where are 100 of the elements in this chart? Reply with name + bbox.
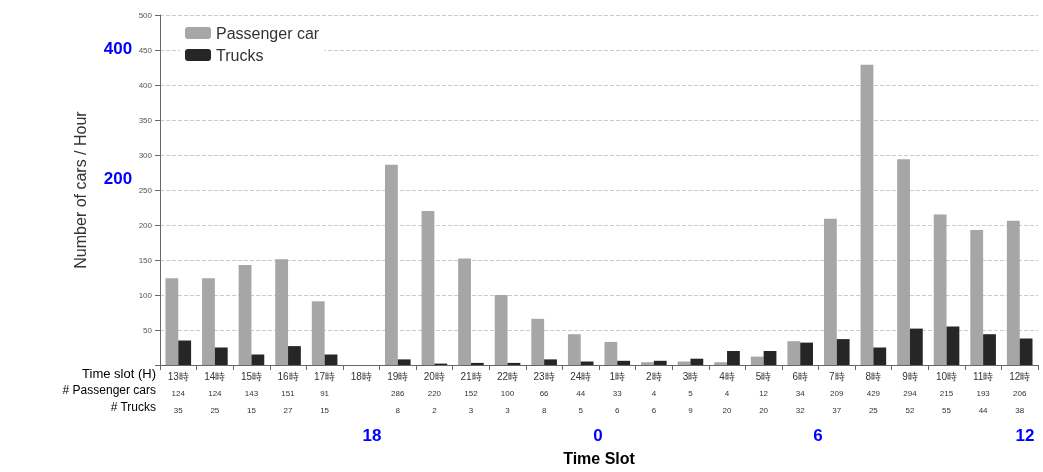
data-label: 33 xyxy=(612,389,623,398)
data-label: 215 xyxy=(939,389,954,398)
bar xyxy=(787,341,801,365)
data-label: 220 xyxy=(427,389,442,398)
bar xyxy=(604,341,618,365)
bar xyxy=(178,340,192,365)
data-label: 35 xyxy=(173,406,184,415)
bar xyxy=(202,278,215,365)
x-tick-label: 19時 xyxy=(387,371,409,382)
bar xyxy=(470,362,484,365)
data-label: 9 xyxy=(688,406,694,415)
data-label: 6 xyxy=(615,406,621,415)
data-label: 209 xyxy=(830,389,845,398)
bar xyxy=(873,347,887,365)
x-tick-label: 3時 xyxy=(682,371,699,382)
data-label: 20 xyxy=(722,406,733,415)
x-tick-label: 23時 xyxy=(533,371,555,382)
x-axis-title: Time Slot xyxy=(563,449,636,467)
text: # Trucks xyxy=(110,400,156,414)
data-label: 37 xyxy=(832,406,842,415)
data-label: 5 xyxy=(578,406,584,415)
data-label: 8 xyxy=(395,406,401,415)
y-tick-label: 450 xyxy=(138,45,153,55)
text: 200 xyxy=(103,168,133,188)
data-label: 15 xyxy=(320,406,330,415)
bar xyxy=(909,328,923,365)
data-label: 100 xyxy=(500,389,515,398)
data-label: 151 xyxy=(281,389,296,398)
x-tick-label: 1時 xyxy=(609,371,626,382)
data-label: 3 xyxy=(468,406,474,415)
x-tick-label: 21時 xyxy=(460,371,482,382)
y-tick-label: 100 xyxy=(138,290,153,300)
x-tick-label: 7時 xyxy=(829,371,845,382)
bar xyxy=(397,359,411,365)
x-tick-label: 24時 xyxy=(570,371,592,382)
x-tick-label: 5時 xyxy=(755,371,772,382)
data-label: 124 xyxy=(208,389,223,398)
data-label: 12 xyxy=(759,389,769,398)
data-label: 206 xyxy=(1013,389,1027,398)
y-tick-label: 150 xyxy=(138,255,153,265)
x-tick-label: 17時 xyxy=(314,371,336,382)
bar xyxy=(288,346,301,365)
bar xyxy=(946,326,960,365)
bar xyxy=(860,64,874,365)
y-tick-label: 50 xyxy=(143,325,153,335)
bar xyxy=(763,351,777,365)
data-label: 34 xyxy=(795,389,806,398)
data-label: 44 xyxy=(978,406,989,415)
y-tick-label: 500 xyxy=(138,10,153,20)
x-tick-label: 20時 xyxy=(423,371,445,382)
data-label: 429 xyxy=(866,389,881,398)
x-tick-label: 10時 xyxy=(935,371,958,382)
x-tick-label: 12時 xyxy=(1009,371,1031,382)
data-label: 286 xyxy=(391,389,406,398)
bar xyxy=(567,334,581,365)
bar xyxy=(311,301,325,365)
data-label: 66 xyxy=(539,389,550,398)
x-tick-label: 13時 xyxy=(167,371,189,382)
x-tick-label: 6時 xyxy=(792,371,808,382)
data-label: 5 xyxy=(688,389,694,398)
data-label: 15 xyxy=(247,406,257,415)
x-tick-label: 16時 xyxy=(277,371,299,382)
x-tick-label: 8時 xyxy=(865,371,882,382)
data-label: 294 xyxy=(903,389,918,398)
bar xyxy=(238,264,252,365)
data-label: 27 xyxy=(283,406,294,415)
bar xyxy=(970,229,984,365)
data-label: 25 xyxy=(868,406,879,415)
bar xyxy=(275,259,289,365)
legend-label: Passenger car xyxy=(216,24,320,42)
text: 0 xyxy=(593,425,603,445)
bar xyxy=(983,334,996,365)
data-label: 44 xyxy=(576,389,586,398)
legend-label: Trucks xyxy=(216,46,264,64)
bar xyxy=(494,295,508,365)
data-label: 3 xyxy=(505,406,511,415)
bar xyxy=(800,342,814,365)
data-label: 55 xyxy=(942,406,952,415)
y-tick-label: 350 xyxy=(138,115,153,125)
bar xyxy=(823,218,837,365)
y-tick-label: 250 xyxy=(138,185,153,195)
bar xyxy=(933,214,947,365)
data-label: 6 xyxy=(651,406,657,415)
bar xyxy=(727,351,740,365)
text: # Passenger cars xyxy=(62,383,156,397)
bar xyxy=(1006,220,1020,365)
data-label: 20 xyxy=(759,406,769,415)
bar xyxy=(714,362,728,365)
x-tick-label: 22時 xyxy=(496,371,519,382)
bar xyxy=(324,354,338,365)
data-label: 4 xyxy=(651,389,657,398)
bar xyxy=(653,360,667,365)
data-label: 152 xyxy=(464,389,479,398)
data-label: 4 xyxy=(724,389,730,398)
x-tick-label: 2時 xyxy=(646,371,662,382)
y-tick-label: 200 xyxy=(138,220,153,230)
bar xyxy=(750,356,764,365)
data-label: 193 xyxy=(976,389,991,398)
bar xyxy=(165,278,179,365)
data-label: 38 xyxy=(1015,406,1025,415)
